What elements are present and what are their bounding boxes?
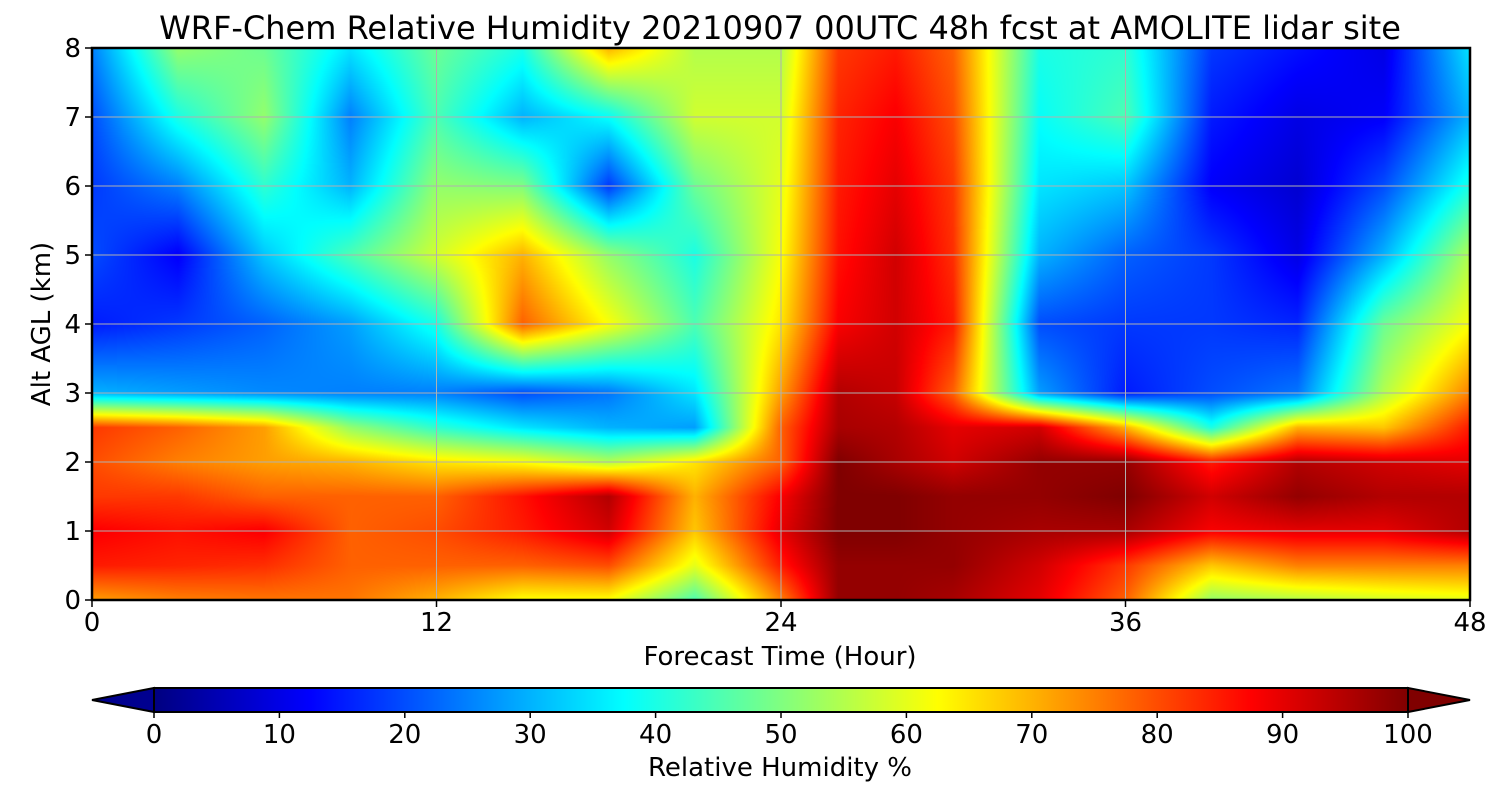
x-tick-label: 0 xyxy=(84,608,101,638)
y-axis-label: Alt AGL (km) xyxy=(27,242,57,406)
colorbar: 0 10 20 30 40 50 60 70 80 90 100 Relative Humidity… xyxy=(91,686,1471,783)
colorbar-tick-label: 40 xyxy=(639,720,672,750)
x-axis-ticks: 0 12 24 36 48 xyxy=(84,600,1487,638)
colorbar-tick-label: 100 xyxy=(1383,720,1433,750)
y-tick-label: 8 xyxy=(64,34,81,64)
colorbar-label: Relative Humidity % xyxy=(648,753,912,783)
grid-lines xyxy=(92,48,1470,600)
x-tick-label: 24 xyxy=(764,608,797,638)
colorbar-tick-label: 20 xyxy=(388,720,421,750)
colorbar-tick-label: 30 xyxy=(514,720,547,750)
plot-area xyxy=(90,46,1472,602)
colorbar-extend-high xyxy=(1407,686,1471,714)
y-tick-label: 5 xyxy=(64,241,81,271)
colorbar-ticks: 0 10 20 30 40 50 60 70 80 90 100 xyxy=(146,712,1433,750)
x-tick-label: 12 xyxy=(420,608,453,638)
y-axis-ticks: 0 1 2 3 4 5 6 7 8 xyxy=(64,34,92,616)
y-tick-label: 1 xyxy=(64,517,81,547)
colorbar-tick-label: 10 xyxy=(263,720,296,750)
y-tick-label: 0 xyxy=(64,586,81,616)
colorbar-tick-label: 0 xyxy=(146,720,163,750)
colorbar-tick-label: 90 xyxy=(1266,720,1299,750)
colorbar-body xyxy=(154,688,1408,712)
chart-title: WRF-Chem Relative Humidity 20210907 00UT… xyxy=(159,9,1401,47)
y-tick-label: 6 xyxy=(64,172,81,202)
y-tick-label: 3 xyxy=(64,379,81,409)
y-tick-label: 2 xyxy=(64,448,81,478)
y-tick-label: 4 xyxy=(64,310,81,340)
colorbar-extend-low xyxy=(91,686,155,714)
x-tick-label: 48 xyxy=(1453,608,1486,638)
x-axis-label: Forecast Time (Hour) xyxy=(643,642,916,672)
colorbar-tick-label: 50 xyxy=(764,720,797,750)
colorbar-tick-label: 70 xyxy=(1015,720,1048,750)
colorbar-tick-label: 60 xyxy=(890,720,923,750)
y-tick-label: 7 xyxy=(64,103,81,133)
x-tick-label: 36 xyxy=(1109,608,1142,638)
colorbar-tick-label: 80 xyxy=(1141,720,1174,750)
